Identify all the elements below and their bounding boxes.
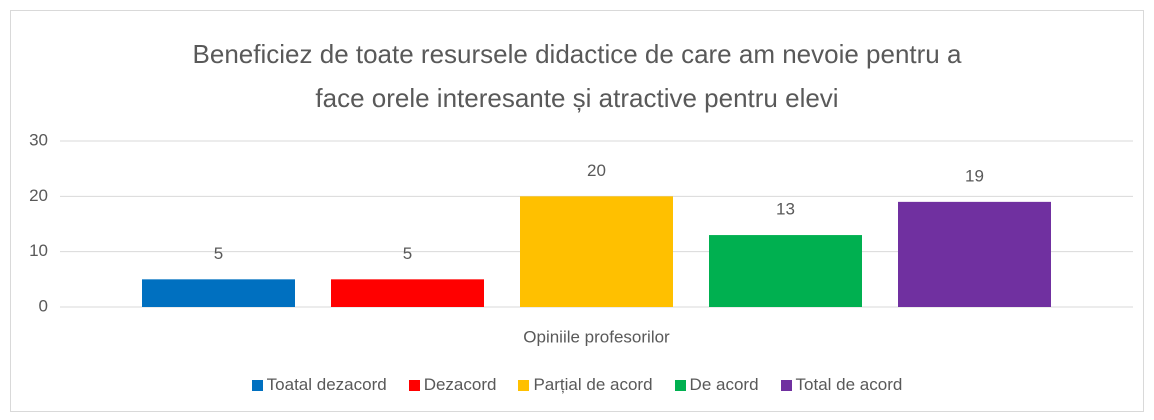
legend-swatch	[674, 379, 686, 391]
legend-item: Total de acord	[780, 375, 903, 395]
y-tick-label: 30	[29, 130, 48, 149]
data-label: 5	[214, 244, 223, 263]
legend-item: Toatal dezacord	[251, 375, 387, 395]
legend-swatch	[780, 379, 792, 391]
data-label: 13	[776, 200, 795, 219]
bar	[709, 235, 862, 307]
bar	[142, 279, 295, 307]
legend-item: Dezacord	[408, 375, 497, 395]
legend-swatch	[251, 379, 263, 391]
legend-label: Parțial de acord	[533, 375, 653, 394]
y-tick-label: 10	[29, 241, 48, 260]
y-tick-label: 0	[39, 296, 48, 315]
data-label: 5	[403, 244, 412, 263]
data-label: 20	[587, 161, 606, 180]
bar	[520, 196, 673, 307]
chart-title: Beneficiez de toate resursele didactice …	[192, 39, 962, 113]
legend-item: Parțial de acord	[518, 375, 653, 395]
data-label: 19	[965, 166, 984, 185]
bar	[898, 201, 1051, 307]
legend-label: Toatal dezacord	[266, 375, 387, 394]
bar	[331, 279, 484, 307]
legend: Toatal dezacord Dezacord Parțial de acord D…	[0, 375, 1154, 395]
legend-swatch	[518, 379, 530, 391]
legend-label: De acord	[689, 375, 759, 394]
y-tick-label: 20	[29, 186, 48, 205]
legend-label: Total de acord	[795, 375, 903, 394]
legend-label: Dezacord	[423, 375, 497, 394]
x-tick-label: Opiniile profesorilor	[523, 327, 670, 346]
legend-swatch	[408, 379, 420, 391]
legend-item: De acord	[674, 375, 759, 395]
